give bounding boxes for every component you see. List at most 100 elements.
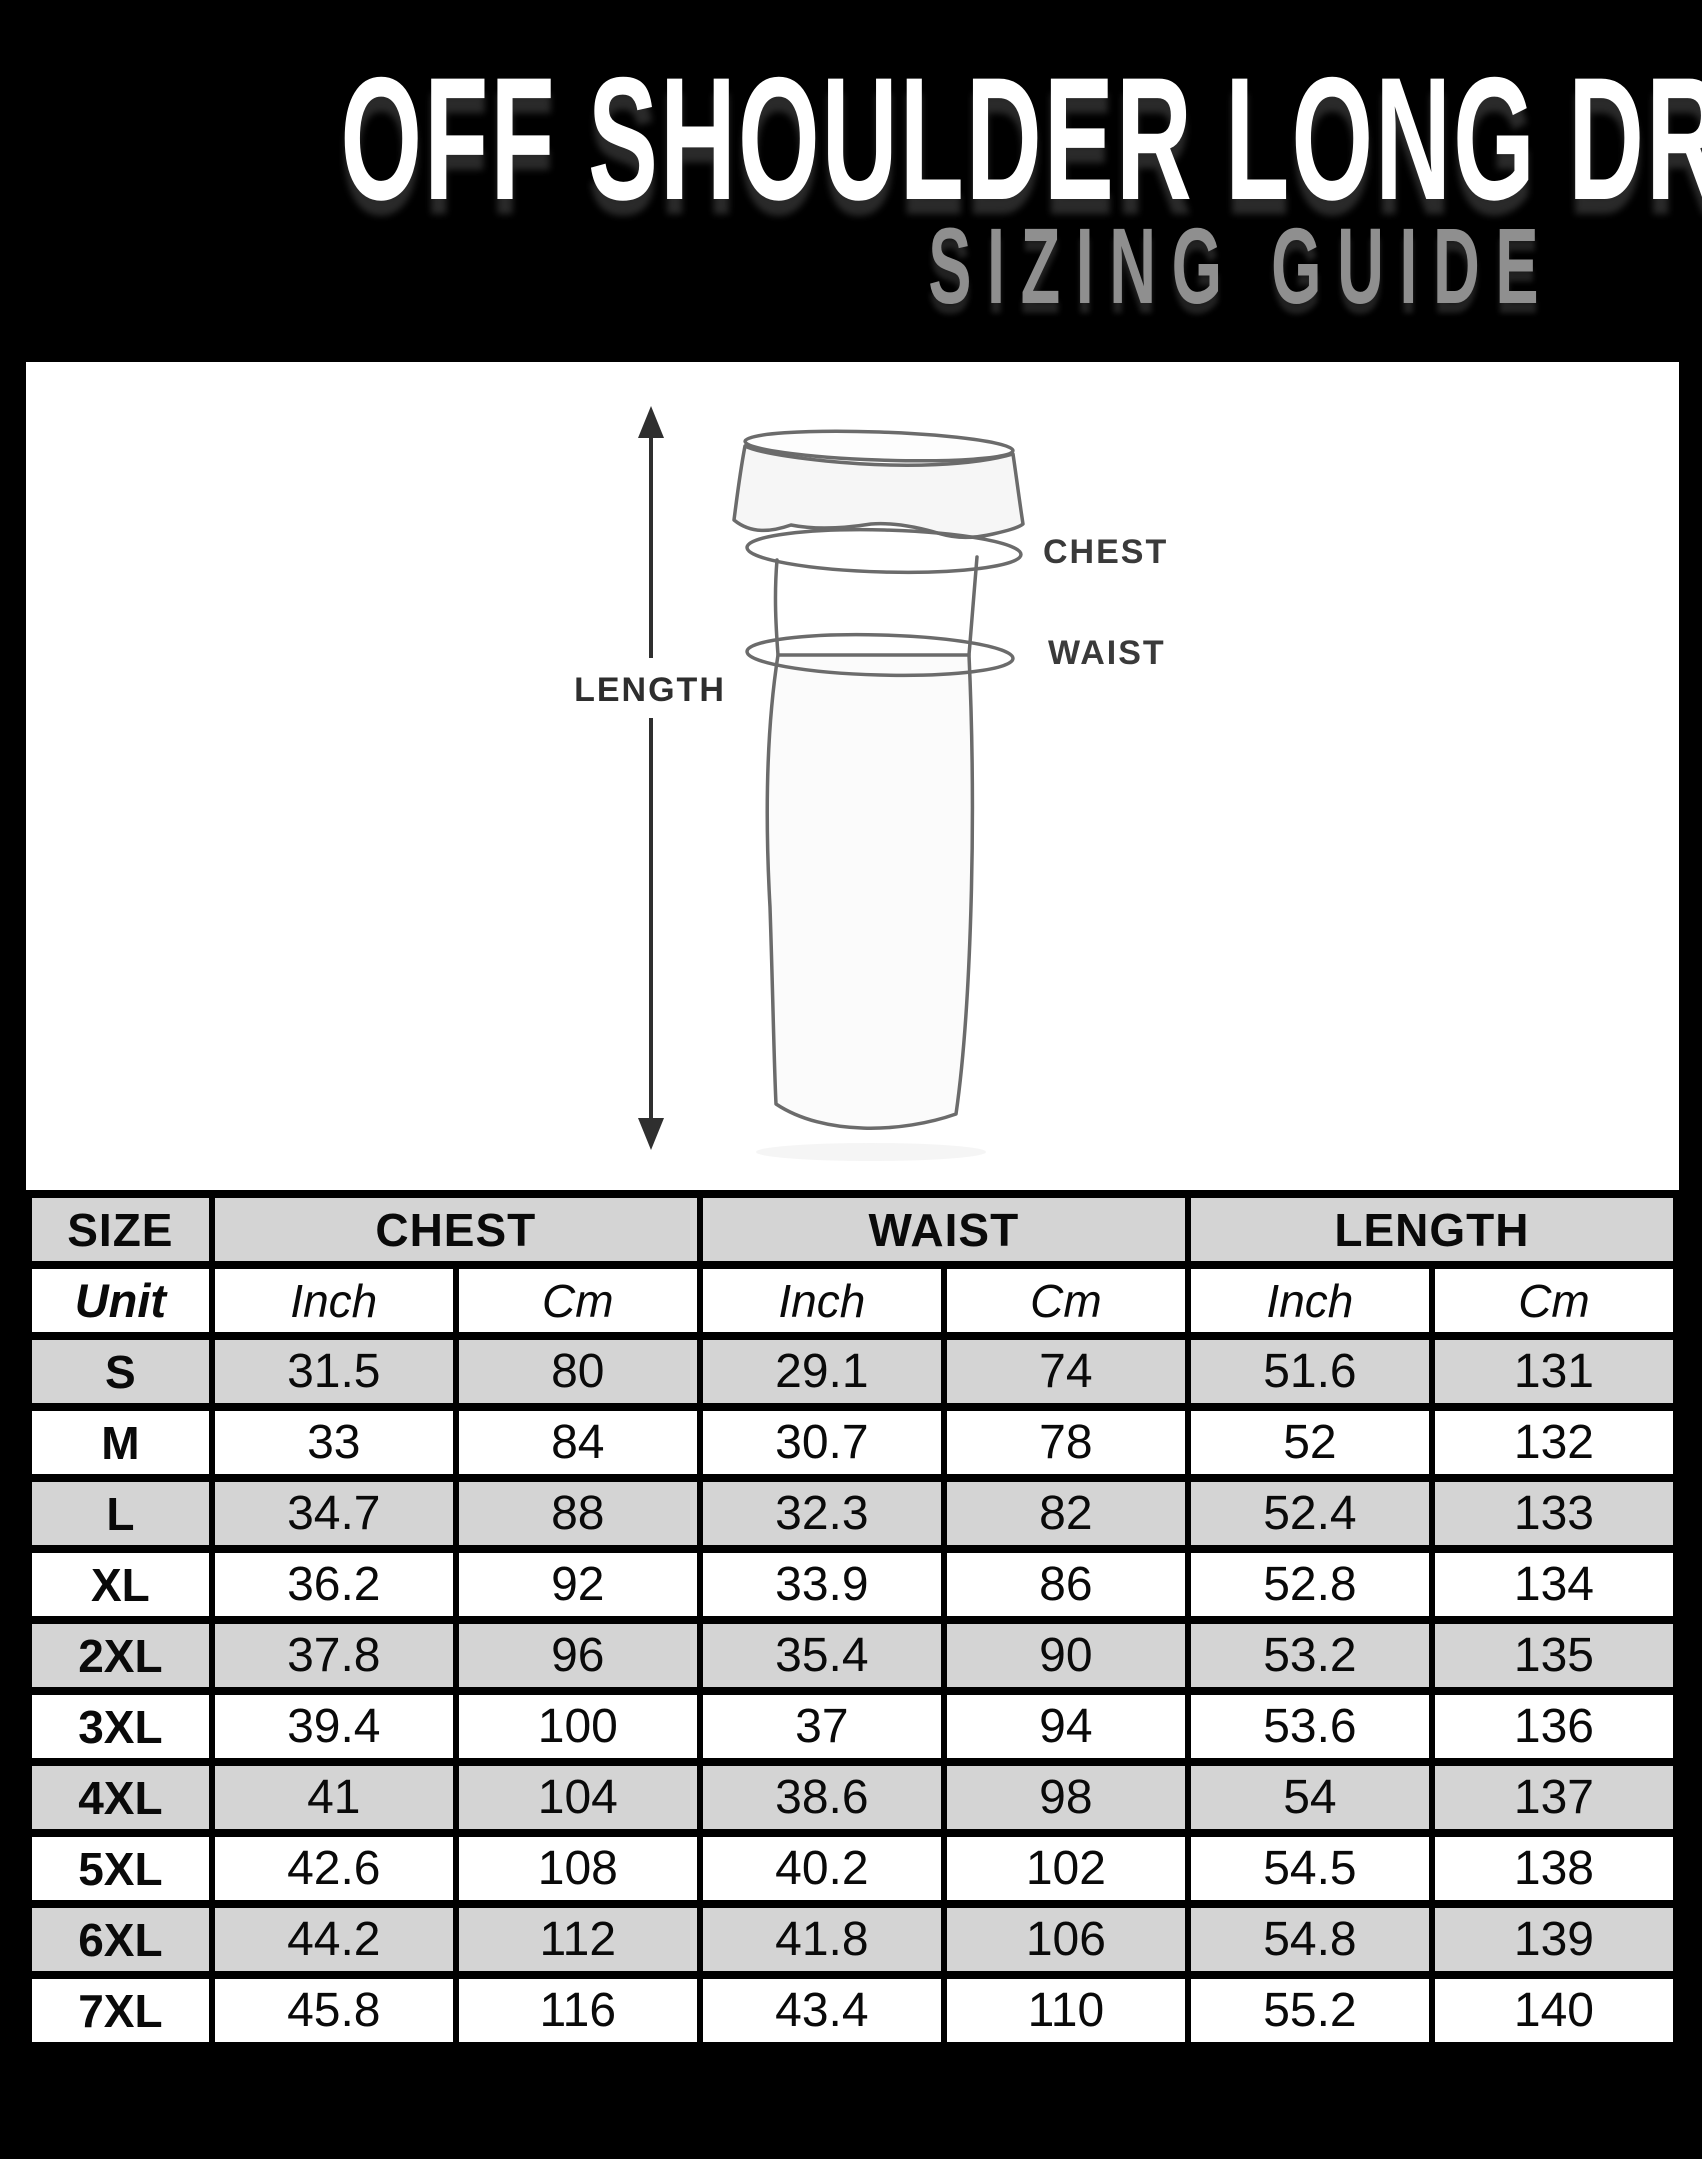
dress-sketch xyxy=(732,429,1025,1161)
unit-cell: Cm xyxy=(1428,1261,1680,1340)
measurement-cell: 33 xyxy=(208,1403,459,1482)
size-table-row: 2XL 37.8 96 35.4 90 53.2 135 xyxy=(26,1616,1680,1695)
page-subtitle: SIZING GUIDE xyxy=(928,205,1554,326)
size-table-row: 7XL 45.8 116 43.4 110 55.2 140 xyxy=(26,1971,1680,2050)
size-table-row: M 33 84 30.7 78 52 132 xyxy=(26,1403,1680,1482)
measurement-cell: 86 xyxy=(940,1545,1191,1624)
size-row-label: 2XL xyxy=(26,1616,215,1695)
measurement-cell: 33.9 xyxy=(696,1545,947,1624)
measurement-cell: 116 xyxy=(452,1971,703,2050)
measurement-cell: 132 xyxy=(1428,1403,1680,1482)
measurement-cell: 38.6 xyxy=(696,1758,947,1837)
size-table-row: XL 36.2 92 33.9 86 52.8 134 xyxy=(26,1545,1680,1624)
size-row-label: M xyxy=(26,1403,215,1482)
chest-ellipse xyxy=(745,527,1023,575)
size-row-label: 7XL xyxy=(26,1971,215,2050)
measurement-cell: 41 xyxy=(208,1758,459,1837)
measurement-cell: 43.4 xyxy=(696,1971,947,2050)
measurement-cell: 92 xyxy=(452,1545,703,1624)
measurement-cell: 137 xyxy=(1428,1758,1680,1837)
measurement-cell: 54 xyxy=(1184,1758,1435,1837)
measurement-cell: 52 xyxy=(1184,1403,1435,1482)
measurement-cell: 53.2 xyxy=(1184,1616,1435,1695)
measurement-cell: 30.7 xyxy=(696,1403,947,1482)
neckline-ellipse xyxy=(743,429,1015,463)
size-table-row: 4XL 41 104 38.6 98 54 137 xyxy=(26,1758,1680,1837)
measurement-cell: 52.4 xyxy=(1184,1474,1435,1553)
size-table-row: S 31.5 80 29.1 74 51.6 131 xyxy=(26,1332,1680,1411)
measurement-cell: 29.1 xyxy=(696,1332,947,1411)
size-table-row: 5XL 42.6 108 40.2 102 54.5 138 xyxy=(26,1829,1680,1908)
measurement-cell: 80 xyxy=(452,1332,703,1411)
size-table-row: 6XL 44.2 112 41.8 106 54.8 139 xyxy=(26,1900,1680,1979)
measurement-cell: 131 xyxy=(1428,1332,1680,1411)
measurement-cell: 55.2 xyxy=(1184,1971,1435,2050)
measurement-cell: 35.4 xyxy=(696,1616,947,1695)
measurement-cell: 84 xyxy=(452,1403,703,1482)
unit-cell: Inch xyxy=(1184,1261,1435,1340)
size-table-row: L 34.7 88 32.3 82 52.4 133 xyxy=(26,1474,1680,1553)
unit-cell: Inch xyxy=(208,1261,459,1340)
measurement-cell: 139 xyxy=(1428,1900,1680,1979)
measurement-cell: 44.2 xyxy=(208,1900,459,1979)
measurement-cell: 37.8 xyxy=(208,1616,459,1695)
measurement-cell: 112 xyxy=(452,1900,703,1979)
measurement-cell: 41.8 xyxy=(696,1900,947,1979)
measurement-cell: 74 xyxy=(940,1332,1191,1411)
measurement-cell: 82 xyxy=(940,1474,1191,1553)
measurement-cell: 138 xyxy=(1428,1829,1680,1908)
table-group-header-row: SIZE CHEST WAIST LENGTH xyxy=(26,1190,1680,1269)
measurement-cell: 78 xyxy=(940,1403,1191,1482)
chest-label: CHEST xyxy=(1043,533,1168,571)
measurement-cell: 53.6 xyxy=(1184,1687,1435,1766)
measurement-cell: 51.6 xyxy=(1184,1332,1435,1411)
size-row-label: 6XL xyxy=(26,1900,215,1979)
table-unit-row: Unit Inch Cm Inch Cm Inch Cm xyxy=(26,1261,1680,1340)
measurement-cell: 88 xyxy=(452,1474,703,1553)
measurement-cell: 96 xyxy=(452,1616,703,1695)
measurement-cell: 110 xyxy=(940,1971,1191,2050)
skirt-outline xyxy=(765,653,975,1130)
size-row-label: 5XL xyxy=(26,1829,215,1908)
length-arrowhead-top xyxy=(638,406,664,438)
bodice-outline xyxy=(732,444,1025,540)
measurement-cell: 134 xyxy=(1428,1545,1680,1624)
size-row-label: 4XL xyxy=(26,1758,215,1837)
unit-cell: Inch xyxy=(696,1261,947,1340)
unit-cell: Cm xyxy=(940,1261,1191,1340)
length-label: LENGTH xyxy=(574,671,726,709)
length-arrowhead-bottom xyxy=(638,1118,664,1150)
measurement-cell: 31.5 xyxy=(208,1332,459,1411)
measurement-cell: 45.8 xyxy=(208,1971,459,2050)
measurement-cell: 98 xyxy=(940,1758,1191,1837)
masthead: OFF SHOULDER LONG DRESS SIZING GUIDE xyxy=(0,0,1702,362)
size-row-label: XL xyxy=(26,1545,215,1624)
size-table-row: 3XL 39.4 100 37 94 53.6 136 xyxy=(26,1687,1680,1766)
measurement-cell: 135 xyxy=(1428,1616,1680,1695)
measurement-cell: 133 xyxy=(1428,1474,1680,1553)
measurement-cell: 40.2 xyxy=(696,1829,947,1908)
measurement-cell: 42.6 xyxy=(208,1829,459,1908)
unit-row-label: Unit xyxy=(26,1261,215,1340)
measurement-diagram-panel: LENGTH CHEST WAIST xyxy=(26,362,1679,1190)
measurement-cell: 90 xyxy=(940,1616,1191,1695)
measurement-cell: 39.4 xyxy=(208,1687,459,1766)
measurement-cell: 54.5 xyxy=(1184,1829,1435,1908)
size-row-label: L xyxy=(26,1474,215,1553)
page-title: OFF SHOULDER LONG DRESS xyxy=(340,42,1702,237)
measurement-cell: 52.8 xyxy=(1184,1545,1435,1624)
measurement-cell: 100 xyxy=(452,1687,703,1766)
size-chart-table: SIZE CHEST WAIST LENGTH Unit Inch Cm Inc… xyxy=(26,1190,1680,2050)
measurement-cell: 36.2 xyxy=(208,1545,459,1624)
measurement-cell: 136 xyxy=(1428,1687,1680,1766)
column-header-length: LENGTH xyxy=(1184,1190,1680,1269)
column-header-size: SIZE xyxy=(26,1190,215,1269)
waist-ellipse xyxy=(745,632,1015,678)
measurement-cell: 106 xyxy=(940,1900,1191,1979)
unit-cell: Cm xyxy=(452,1261,703,1340)
measurement-cell: 102 xyxy=(940,1829,1191,1908)
measurement-cell: 54.8 xyxy=(1184,1900,1435,1979)
measurement-cell: 108 xyxy=(452,1829,703,1908)
waist-label: WAIST xyxy=(1048,634,1166,672)
